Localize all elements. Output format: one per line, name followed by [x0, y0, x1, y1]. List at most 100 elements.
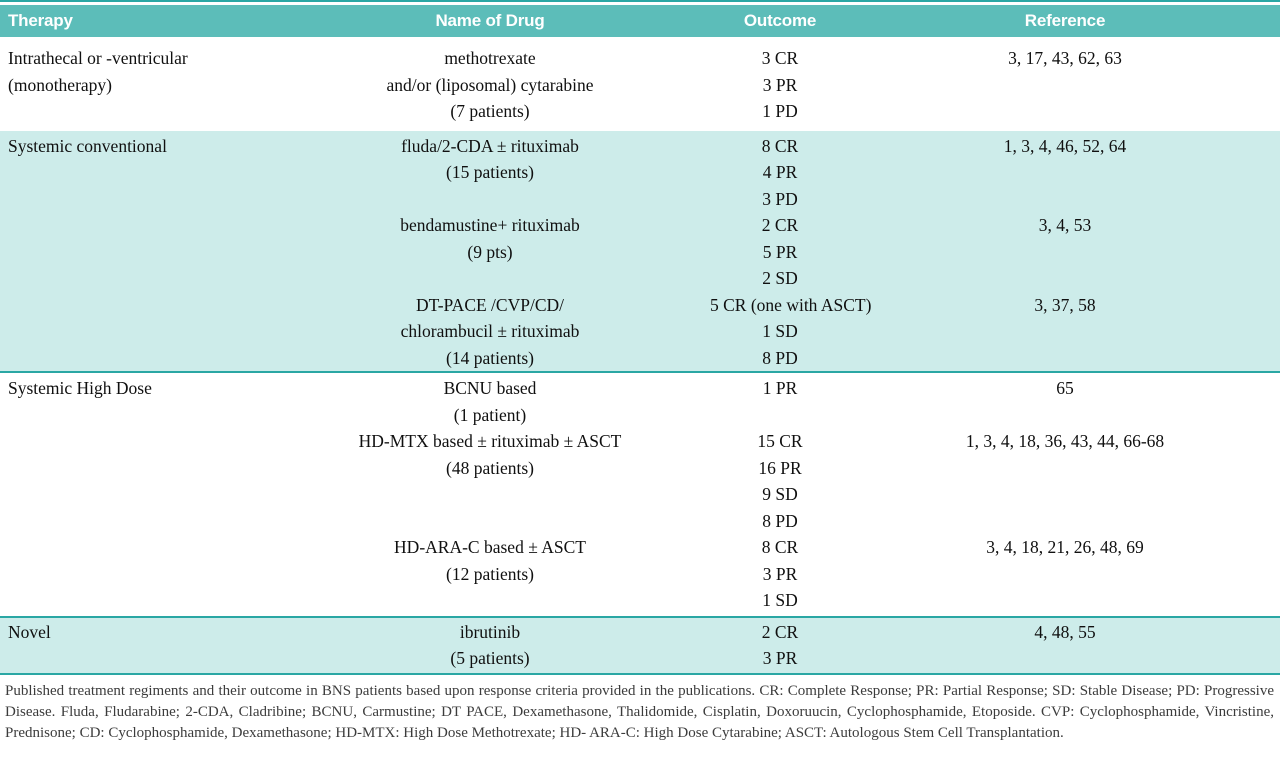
- therapy-cell: Systemic High Dose: [0, 375, 270, 614]
- therapy-band-2: Systemic High Dose BCNU based (1 patient) H…: [0, 373, 1280, 616]
- drug-name-line: (48 patients): [446, 457, 534, 478]
- table-body: Intrathecal or -ventricular (monotherapy)…: [0, 37, 1280, 675]
- outcome-line: 2 CR: [761, 621, 799, 642]
- table-caption: Published treatment regiments and their …: [5, 682, 1274, 742]
- reference-list: 1, 3, 4, 18, 36, 43, 44, 66-68: [965, 431, 1165, 451]
- outcome-line: 1 PD: [762, 101, 798, 121]
- therapy-label: Systemic conventional: [8, 135, 167, 156]
- outcome-cell: 3 CR 3 PR 1 PD: [710, 45, 850, 125]
- therapy-cell: Intrathecal or -ventricular (monotherapy): [0, 45, 270, 125]
- figure-top-rule: [0, 0, 1280, 2]
- drug-name-line: methotrexate: [444, 48, 536, 68]
- treatment-entry-reference: 4, 48, 55: [850, 619, 1280, 672]
- treatment-entry-outcome: 1 PR: [710, 375, 850, 428]
- drug-name-line: fluda/2-CDA ± rituximab: [401, 135, 579, 156]
- outcome-line: 3 PD: [762, 188, 798, 209]
- outcome-line: 5 CR (one with ASCT): [710, 294, 872, 315]
- reference-list: 3, 17, 43, 62, 63: [1008, 48, 1122, 68]
- treatment-entry-drug: methotrexate and/or (liposomal) cytarabin…: [270, 45, 710, 125]
- treatment-entry-drug: HD-ARA-C based ± ASCT (12 patients): [270, 534, 710, 614]
- drug-cell: fluda/2-CDA ± rituximab (15 patients) bend…: [270, 133, 710, 372]
- outcome-cell: 8 CR 4 PR 3 PD 2 CR 5 PR 2 SD 5 CR (one with A…: [710, 133, 872, 372]
- outcome-line: 3 PR: [762, 648, 798, 668]
- reference-list: 4, 48, 55: [1034, 621, 1096, 642]
- therapy-band-1: Systemic conventional fluda/2-CDA ± ritux…: [0, 130, 1280, 373]
- treatment-entry-reference: 3, 4, 18, 21, 26, 48, 69: [850, 534, 1280, 614]
- treatment-entry-reference: 1, 3, 4, 18, 36, 43, 44, 66-68: [850, 428, 1280, 534]
- outcome-line: 16 PR: [758, 457, 802, 478]
- drug-name-line: (5 patients): [450, 648, 530, 668]
- column-header-outcome: Outcome: [743, 11, 817, 30]
- treatment-entry-drug: BCNU based (1 patient): [270, 375, 710, 428]
- drug-name-line: bendamustine+ rituximab: [400, 215, 580, 235]
- therapy-band-0: Intrathecal or -ventricular (monotherapy)…: [0, 37, 1280, 131]
- outcome-line: 1 PR: [762, 378, 798, 398]
- drug-name-line: (14 patients): [446, 347, 534, 368]
- treatment-entry-drug: ibrutinib (5 patients): [270, 619, 710, 672]
- therapy-label: (monotherapy): [8, 74, 112, 95]
- treatment-entry-drug: fluda/2-CDA ± rituximab (15 patients): [270, 133, 710, 213]
- column-header-reference: Reference: [1024, 11, 1106, 30]
- outcome-cell: 1 PR 15 CR 16 PR 9 SD 8 PD 8 CR 3 PR 1 SD: [710, 375, 850, 614]
- treatment-entry-reference: 3, 37, 58: [850, 292, 1280, 372]
- drug-name-line: (9 pts): [467, 241, 513, 262]
- outcome-line: 3 PR: [762, 74, 798, 95]
- outcome-line: 15 CR: [757, 431, 803, 451]
- treatment-entry-reference: 65: [850, 375, 1280, 428]
- drug-name-line: (15 patients): [446, 162, 534, 182]
- reference-list: 3, 4, 18, 21, 26, 48, 69: [986, 537, 1144, 557]
- outcome-line: 8 PD: [762, 510, 798, 531]
- outcome-line: 3 PR: [762, 563, 798, 584]
- treatment-entry-outcome: 3 CR 3 PR 1 PD: [710, 45, 850, 125]
- drug-name-line: (1 patient): [453, 404, 527, 425]
- treatment-entry-outcome: 2 CR 3 PR: [710, 619, 850, 672]
- drug-cell: BCNU based (1 patient) HD-MTX based ± ritu…: [270, 375, 710, 614]
- treatment-entry-outcome: 15 CR 16 PR 9 SD 8 PD: [710, 428, 850, 534]
- outcome-line: 5 PR: [762, 241, 798, 262]
- reference-list: 3, 37, 58: [1034, 294, 1096, 315]
- drug-name-line: BCNU based: [443, 378, 537, 398]
- reference-list: 1, 3, 4, 46, 52, 64: [1003, 135, 1127, 156]
- drug-name-line: (12 patients): [446, 563, 534, 584]
- outcome-line: 2 SD: [762, 268, 798, 288]
- drug-name-line: HD-ARA-C based ± ASCT: [394, 537, 586, 557]
- drug-name-line: and/or (liposomal) cytarabine: [386, 74, 594, 95]
- outcome-line: 3 CR: [761, 48, 799, 68]
- outcome-line: 8 CR: [761, 135, 799, 156]
- outcome-line: 1 SD: [762, 321, 798, 341]
- outcome-line: 4 PR: [762, 162, 798, 182]
- drug-name-line: DT-PACE /CVP/CD/: [416, 294, 564, 315]
- reference-cell: 3, 17, 43, 62, 63: [850, 45, 1280, 125]
- reference-cell: 4, 48, 55: [850, 619, 1280, 672]
- therapy-cell: Novel: [0, 619, 270, 672]
- drug-name-line: HD-MTX based ± rituximab ± ASCT: [358, 431, 622, 451]
- treatment-entry-outcome: 5 CR (one with ASCT) 1 SD 8 PD: [710, 292, 872, 372]
- treatment-entry-drug: DT-PACE /CVP/CD/chlorambucil ± rituximab…: [270, 292, 710, 372]
- outcome-line: 8 PD: [762, 347, 798, 368]
- treatment-entry-drug: bendamustine+ rituximab (9 pts): [270, 212, 710, 292]
- column-header-therapy: Therapy: [8, 11, 73, 30]
- drug-name-line: (7 patients): [450, 101, 530, 121]
- drug-name-line: chlorambucil ± rituximab: [400, 321, 580, 341]
- therapy-label: Novel: [8, 621, 51, 642]
- outcome-line: 8 CR: [761, 537, 799, 557]
- treatment-entry-reference: 1, 3, 4, 46, 52, 64: [850, 133, 1280, 213]
- outcome-line: 2 CR: [761, 215, 799, 235]
- treatment-entry-reference: 3, 17, 43, 62, 63: [850, 45, 1280, 125]
- treatment-entry-reference: 3, 4, 53: [850, 212, 1280, 292]
- outcome-line: 1 SD: [762, 590, 798, 610]
- reference-list: 65: [1056, 378, 1074, 398]
- treatment-entry-drug: HD-MTX based ± rituximab ± ASCT (48 patie…: [270, 428, 710, 534]
- outcome-line: 9 SD: [762, 484, 798, 504]
- therapy-label: Intrathecal or -ventricular: [8, 48, 188, 68]
- reference-cell: 65 1, 3, 4, 18, 36, 43, 44, 66-68 3, 4, 18…: [850, 375, 1280, 614]
- drug-name-line: ibrutinib: [459, 621, 521, 642]
- reference-cell: 1, 3, 4, 46, 52, 64 3, 4, 53 3, 37, 58: [850, 133, 1280, 372]
- column-header-name-of-drug: Name of Drug: [435, 11, 545, 30]
- therapy-label: Systemic High Dose: [8, 378, 152, 398]
- drug-cell: methotrexate and/or (liposomal) cytarabin…: [270, 45, 710, 125]
- treatment-entry-outcome: 8 CR 3 PR 1 SD: [710, 534, 850, 614]
- reference-list: 3, 4, 53: [1038, 215, 1092, 235]
- table-header-row: Therapy Name of Drug Outcome Reference: [0, 5, 1280, 37]
